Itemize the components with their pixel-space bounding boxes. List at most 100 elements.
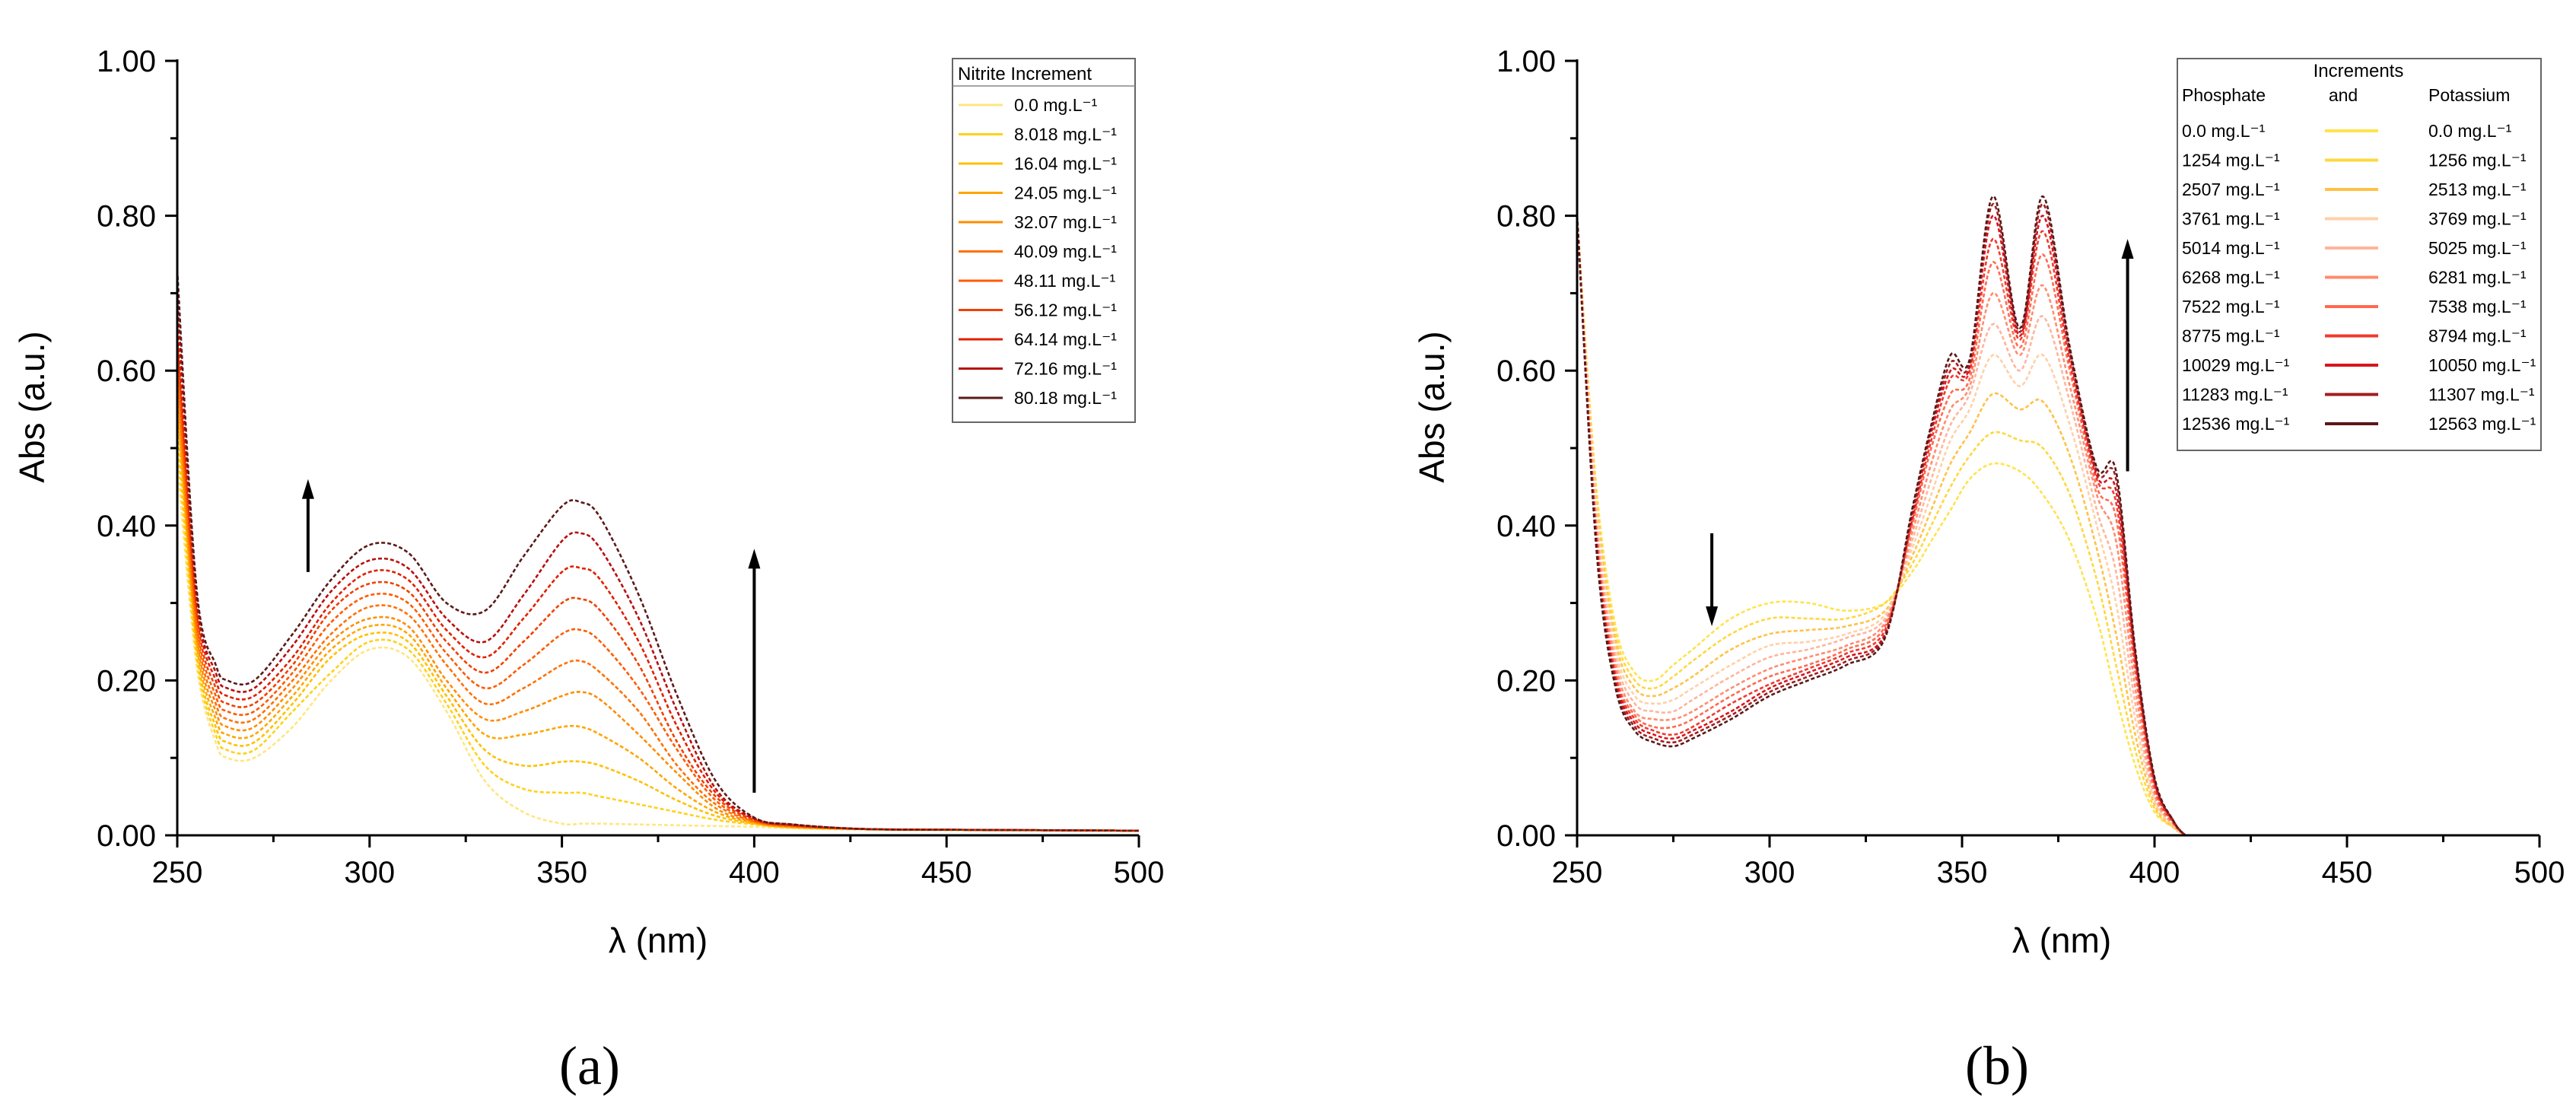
y-tick-label-a-4: 0.80 xyxy=(97,200,156,234)
series-line-b-8 xyxy=(1576,215,2186,836)
trend-arrow-b-1 xyxy=(2121,239,2134,472)
legend-item-a: 80.18 mg.L⁻¹ xyxy=(959,388,1117,408)
x-tick-label-a-5: 500 xyxy=(1114,856,1165,889)
x-tick-label-b-0: 250 xyxy=(1552,856,1603,889)
legend-label-a-4: 32.07 mg.L⁻¹ xyxy=(1014,212,1117,232)
legend-potassium-label-2: 2513 mg.L⁻¹ xyxy=(2428,180,2527,199)
y-tick-label-a-1: 0.20 xyxy=(97,664,156,698)
legend-item-b: 8775 mg.L⁻¹ 8794 mg.L⁻¹ xyxy=(2182,326,2527,346)
y-tick-label-b-4: 0.80 xyxy=(1496,200,1556,234)
series-line-a-7 xyxy=(176,339,1140,832)
chart-panel-b: 0.00 0.20 0.40 0.60 0.80 1.00 250 300 350 400 450 5… xyxy=(1412,45,2565,1096)
legend-item-b: 5014 mg.L⁻¹ 5025 mg.L⁻¹ xyxy=(2182,238,2527,258)
x-tick-label-b-1: 300 xyxy=(1744,856,1795,889)
legend-header-potassium: Potassium xyxy=(2428,85,2510,105)
legend-item-a: 64.14 mg.L⁻¹ xyxy=(959,329,1117,349)
legend-item-b: 7522 mg.L⁻¹ 7538 mg.L⁻¹ xyxy=(2182,297,2527,316)
legend-box-a xyxy=(952,58,1136,423)
legend-b: Increments Phosphate and Potassium 0.0 m… xyxy=(2177,58,2542,451)
trend-arrow-a-0 xyxy=(301,479,314,572)
legend-item-a: 8.018 mg.L⁻¹ xyxy=(959,125,1117,145)
legend-phosphate-label-7: 8775 mg.L⁻¹ xyxy=(2182,326,2280,346)
series-line-b-2 xyxy=(1576,215,2186,837)
legend-potassium-label-7: 8794 mg.L⁻¹ xyxy=(2428,326,2527,346)
y-tick-label-a-0: 0.00 xyxy=(97,819,156,853)
panel-label-b: (b) xyxy=(1965,1035,2029,1096)
legend-item-b: 6268 mg.L⁻¹ 6281 mg.L⁻¹ xyxy=(2182,268,2527,288)
legend-box-b xyxy=(2177,58,2542,451)
legend-item-a: 72.16 mg.L⁻¹ xyxy=(959,359,1117,379)
legend-item-a: 32.07 mg.L⁻¹ xyxy=(959,212,1117,232)
legend-item-b: 11283 mg.L⁻¹ 11307 mg.L⁻¹ xyxy=(2182,385,2535,405)
legend-potassium-label-5: 6281 mg.L⁻¹ xyxy=(2428,268,2527,288)
legend-item-a: 56.12 mg.L⁻¹ xyxy=(959,301,1117,320)
arrows-b xyxy=(1706,239,2134,627)
legend-phosphate-label-2: 2507 mg.L⁻¹ xyxy=(2182,180,2280,199)
legend-item-b: 0.0 mg.L⁻¹ 0.0 mg.L⁻¹ xyxy=(2182,121,2512,141)
legend-header-and: and xyxy=(2329,85,2358,105)
legend-item-b: 3761 mg.L⁻¹ 3769 mg.L⁻¹ xyxy=(2182,209,2527,229)
legend-label-a-6: 48.11 mg.L⁻¹ xyxy=(1014,271,1116,291)
x-axis-title-a: λ (nm) xyxy=(609,921,708,960)
y-tick-label-a-3: 0.60 xyxy=(97,355,156,388)
series-line-b-0 xyxy=(1576,215,2186,837)
legend-phosphate-label-10: 12536 mg.L⁻¹ xyxy=(2182,414,2290,434)
legend-phosphate-label-8: 10029 mg.L⁻¹ xyxy=(2182,355,2290,375)
x-axis-title-b: λ (nm) xyxy=(2012,921,2111,960)
series-group-a xyxy=(176,269,1140,833)
legend-potassium-label-6: 7538 mg.L⁻¹ xyxy=(2428,297,2527,316)
y-tick-label-b-0: 0.00 xyxy=(1496,819,1556,853)
x-tick-label-b-4: 450 xyxy=(2322,856,2373,889)
legend-phosphate-label-5: 6268 mg.L⁻¹ xyxy=(2182,268,2280,288)
legend-item-a: 16.04 mg.L⁻¹ xyxy=(959,154,1117,173)
series-line-b-10 xyxy=(1576,195,2186,836)
legend-potassium-label-1: 1256 mg.L⁻¹ xyxy=(2428,151,2527,170)
series-line-b-9 xyxy=(1576,202,2186,836)
legend-label-a-5: 40.09 mg.L⁻¹ xyxy=(1014,242,1117,262)
legend-title-a: Nitrite Increment xyxy=(958,64,1092,84)
ticks-b: 0.00 0.20 0.40 0.60 0.80 1.00 250 300 350 400 450 5… xyxy=(1496,45,2565,889)
x-tick-label-a-4: 450 xyxy=(921,856,972,889)
legend-a: Nitrite Increment 0.0 mg.L⁻¹ 8.018 mg.L⁻¹… xyxy=(952,58,1136,423)
series-line-a-5 xyxy=(176,370,1140,832)
legend-label-a-3: 24.05 mg.L⁻¹ xyxy=(1014,183,1117,203)
series-line-a-4 xyxy=(176,386,1140,832)
legend-label-a-0: 0.0 mg.L⁻¹ xyxy=(1014,95,1098,115)
series-group-b xyxy=(1576,195,2186,837)
legend-item-a: 40.09 mg.L⁻¹ xyxy=(959,242,1117,262)
legend-item-b: 2507 mg.L⁻¹ 2513 mg.L⁻¹ xyxy=(2182,180,2527,199)
series-line-b-5 xyxy=(1576,215,2186,837)
series-line-a-8 xyxy=(176,324,1140,832)
legend-label-a-2: 16.04 mg.L⁻¹ xyxy=(1014,154,1117,173)
legend-label-a-9: 72.16 mg.L⁻¹ xyxy=(1014,359,1117,379)
series-line-a-9 xyxy=(176,293,1140,832)
legend-label-a-7: 56.12 mg.L⁻¹ xyxy=(1014,301,1117,320)
y-tick-label-a-5: 1.00 xyxy=(97,45,156,78)
panel-label-a: (a) xyxy=(559,1035,620,1096)
arrows-a xyxy=(301,479,761,793)
legend-header-phosphate: Phosphate xyxy=(2182,85,2266,105)
x-tick-label-a-0: 250 xyxy=(152,856,203,889)
y-tick-label-b-2: 0.40 xyxy=(1496,510,1556,543)
legend-potassium-label-3: 3769 mg.L⁻¹ xyxy=(2428,209,2527,229)
legend-potassium-label-4: 5025 mg.L⁻¹ xyxy=(2428,238,2527,258)
legend-item-b: 1254 mg.L⁻¹ 1256 mg.L⁻¹ xyxy=(2182,151,2527,170)
ticks-a: 0.00 0.20 0.40 0.60 0.80 1.00 250 300 350 400 450 5… xyxy=(97,45,1164,889)
x-tick-label-a-3: 400 xyxy=(729,856,780,889)
legend-title-b: Increments xyxy=(2314,61,2404,81)
legend-item-a: 48.11 mg.L⁻¹ xyxy=(959,271,1116,291)
legend-potassium-label-10: 12563 mg.L⁻¹ xyxy=(2428,414,2536,434)
x-tick-label-b-5: 500 xyxy=(2514,856,2565,889)
series-line-a-3 xyxy=(176,401,1140,832)
x-tick-label-a-1: 300 xyxy=(344,856,395,889)
legend-label-a-1: 8.018 mg.L⁻¹ xyxy=(1014,125,1117,145)
legend-item-a: 0.0 mg.L⁻¹ xyxy=(959,95,1098,115)
legend-item-a: 24.05 mg.L⁻¹ xyxy=(959,183,1117,203)
series-line-b-6 xyxy=(1576,215,2186,836)
legend-potassium-label-8: 10050 mg.L⁻¹ xyxy=(2428,355,2536,375)
legend-phosphate-label-6: 7522 mg.L⁻¹ xyxy=(2182,297,2280,316)
legend-item-b: 12536 mg.L⁻¹ 12563 mg.L⁻¹ xyxy=(2182,414,2536,434)
series-line-a-6 xyxy=(176,355,1140,832)
legend-phosphate-label-1: 1254 mg.L⁻¹ xyxy=(2182,151,2280,170)
y-tick-label-b-1: 0.20 xyxy=(1496,664,1556,698)
